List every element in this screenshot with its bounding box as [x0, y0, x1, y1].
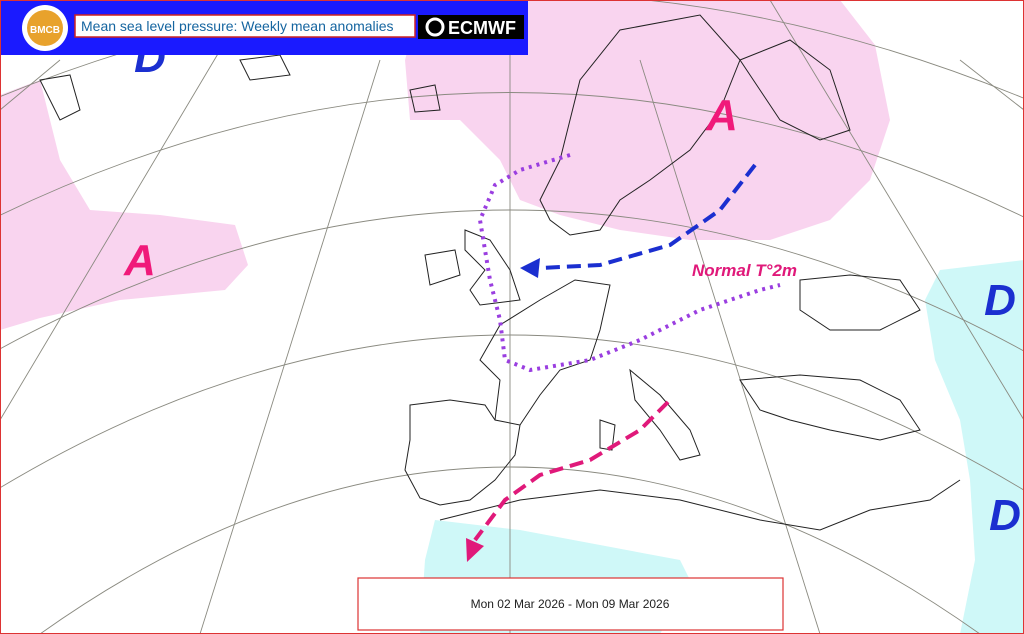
- high-anomaly: [405, 0, 890, 240]
- arrow: [473, 400, 670, 542]
- logo-text: BMCB: [30, 25, 60, 36]
- coastlines: [39, 14, 961, 531]
- logo-emblem: [27, 10, 63, 46]
- pressure-label: D: [989, 491, 1021, 540]
- annotation: Normal T°2m: [692, 261, 797, 280]
- pressure-label: A: [705, 91, 738, 140]
- title-box: [74, 14, 416, 38]
- dotted-line: [477, 153, 781, 373]
- date-range: Mon 02 Mar 2026 - Mon 09 Mar 2026: [471, 597, 670, 611]
- title: Mean sea level pressure: Weekly mean ano…: [81, 18, 394, 34]
- pressure-label: D: [984, 276, 1016, 325]
- low-anomaly: [925, 260, 1024, 634]
- high-anomaly: [0, 80, 248, 330]
- arrow-head: [520, 258, 540, 278]
- arrows: [466, 153, 781, 562]
- arrow-head: [466, 538, 484, 562]
- date-box: [357, 577, 784, 631]
- pressure-label: A: [123, 236, 156, 285]
- arrow: [539, 163, 757, 270]
- brand: ECMWF: [448, 18, 516, 38]
- brand-icon: [425, 17, 445, 37]
